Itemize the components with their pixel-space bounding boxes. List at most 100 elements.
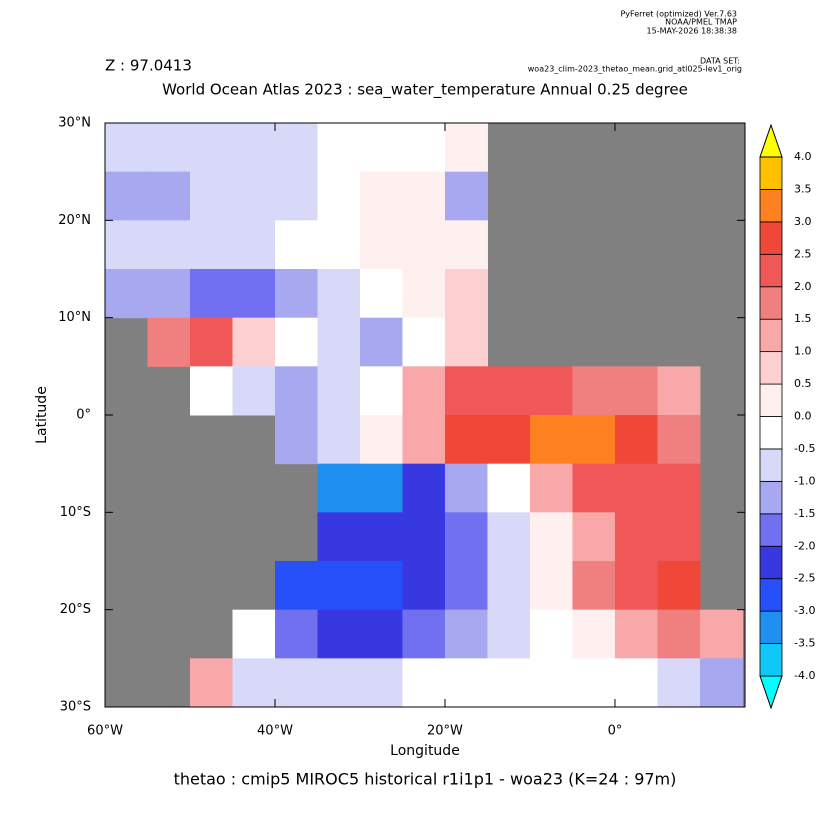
y-tick-label: 10°S xyxy=(60,505,91,520)
cell xyxy=(572,463,616,513)
cell xyxy=(359,220,403,270)
cell xyxy=(529,415,573,465)
colorbar-box xyxy=(759,189,783,223)
x-tick-label: 0° xyxy=(608,724,623,739)
x-tick-label: 40°W xyxy=(257,724,293,739)
colorbar-box xyxy=(759,416,783,450)
cell xyxy=(359,512,403,562)
cell xyxy=(317,609,361,659)
x-tick-label: 20°W xyxy=(427,724,463,739)
cell xyxy=(189,123,233,173)
cell xyxy=(274,609,318,659)
cell xyxy=(402,658,446,708)
colorbar-label: 1.5 xyxy=(794,312,812,325)
cell xyxy=(232,317,276,367)
header-line: 15-MAY-2026 18:38:38 xyxy=(647,27,737,36)
cell xyxy=(614,609,658,659)
colorbar-box xyxy=(759,286,783,320)
cell xyxy=(614,463,658,513)
cell xyxy=(657,561,701,611)
cell xyxy=(317,123,361,173)
subtitle: Z : 97.0413 xyxy=(105,57,192,75)
colorbar-box xyxy=(759,545,783,580)
x-tick-label: 60°W xyxy=(87,724,123,739)
cell xyxy=(487,609,531,659)
cell xyxy=(189,366,233,416)
y-tick-label: 20°N xyxy=(58,213,91,228)
cell xyxy=(189,171,233,221)
colorbar-box xyxy=(759,383,783,417)
cell xyxy=(444,123,488,173)
cell xyxy=(147,123,191,173)
colorbar-label: 1.0 xyxy=(794,345,812,358)
y-tick-label: 30°N xyxy=(58,116,91,131)
cell xyxy=(359,415,403,465)
cell xyxy=(359,561,403,611)
cell xyxy=(614,658,658,708)
cell xyxy=(402,512,446,562)
colorbar-label: -2.0 xyxy=(794,539,815,552)
cell xyxy=(614,415,658,465)
cell xyxy=(189,658,233,708)
cell xyxy=(402,123,446,173)
cell xyxy=(317,269,361,319)
cell xyxy=(189,317,233,367)
cell xyxy=(105,220,148,270)
cell xyxy=(572,366,616,416)
cell xyxy=(444,609,488,659)
cell xyxy=(402,561,446,611)
y-tick-label: 10°N xyxy=(58,310,91,325)
cell xyxy=(487,658,531,708)
colorbar-over xyxy=(759,123,783,158)
cell xyxy=(189,269,233,319)
colorbar-box xyxy=(759,318,783,353)
cell xyxy=(529,512,573,562)
cell xyxy=(232,171,276,221)
colorbar-label: 0.5 xyxy=(794,377,812,390)
cell xyxy=(232,366,276,416)
cell xyxy=(317,512,361,562)
colorbar-label: -0.5 xyxy=(794,442,815,455)
colorbar-label: -3.0 xyxy=(794,604,815,617)
colorbar-box xyxy=(759,351,783,385)
cell xyxy=(402,366,446,416)
cell xyxy=(487,561,531,611)
cell xyxy=(359,366,403,416)
cell xyxy=(317,220,361,270)
cell xyxy=(402,220,446,270)
cell xyxy=(232,658,276,708)
cell xyxy=(529,366,573,416)
cell xyxy=(529,561,573,611)
colorbar-box xyxy=(759,448,783,482)
colorbar-box xyxy=(759,221,783,255)
cell xyxy=(105,269,148,319)
cell xyxy=(189,220,233,270)
cell xyxy=(402,609,446,659)
cell xyxy=(274,269,318,319)
cell xyxy=(657,658,701,708)
cell xyxy=(274,171,318,221)
colorbar-box xyxy=(759,578,783,612)
cell xyxy=(529,609,573,659)
y-tick-label: 20°S xyxy=(60,602,91,617)
cell xyxy=(359,317,403,367)
cell xyxy=(487,366,531,416)
cell xyxy=(572,658,616,708)
colorbar-box xyxy=(759,610,783,644)
cell xyxy=(402,317,446,367)
colorbar-label: 2.5 xyxy=(794,247,812,260)
cell xyxy=(317,463,361,513)
colorbar-under xyxy=(759,675,783,710)
cell xyxy=(444,658,488,708)
cell xyxy=(402,415,446,465)
cell xyxy=(317,658,361,708)
cell xyxy=(402,463,446,513)
header-line: PyFerret (optimized) Ver.7.63 xyxy=(620,10,737,19)
cell xyxy=(402,269,446,319)
cell xyxy=(147,171,191,221)
cell xyxy=(657,415,701,465)
colorbar-box xyxy=(759,253,783,288)
cell xyxy=(657,512,701,562)
footer: thetao : cmip5 MIROC5 historical r1i1p1 … xyxy=(174,770,677,789)
cell xyxy=(699,609,743,659)
